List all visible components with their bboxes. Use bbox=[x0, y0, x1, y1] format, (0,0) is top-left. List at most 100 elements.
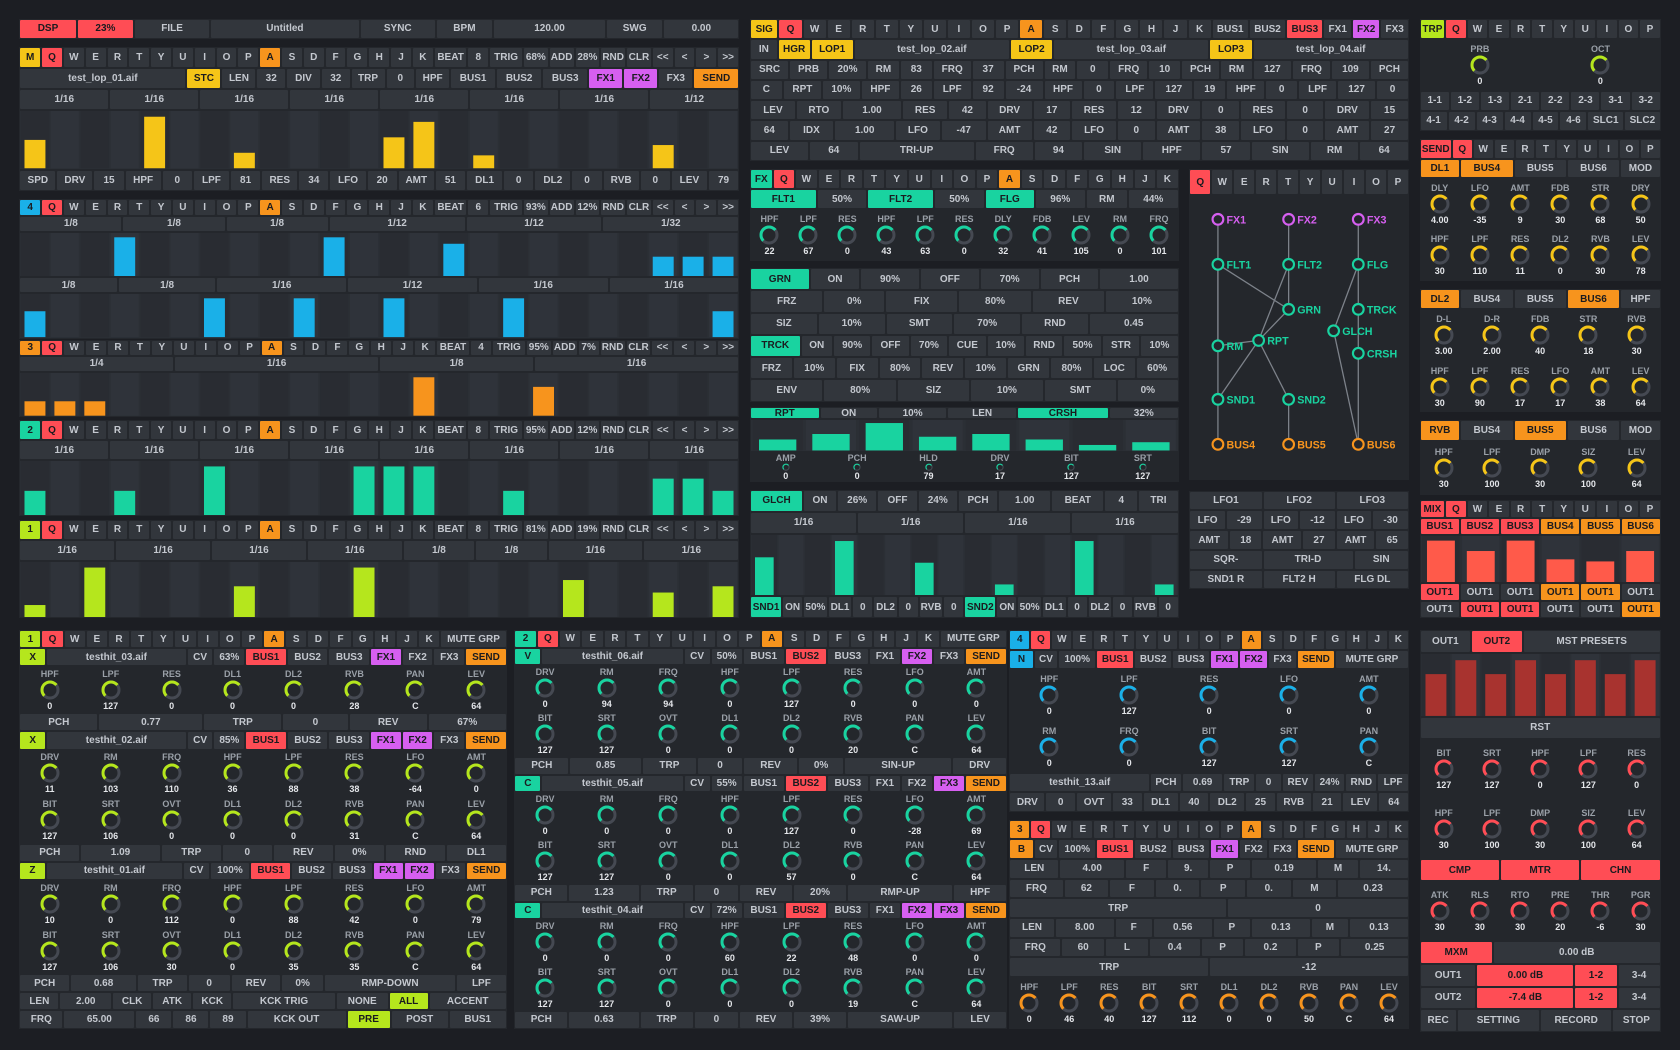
knob[interactable]: OVT 0 bbox=[639, 966, 699, 1010]
button[interactable]: LEV bbox=[671, 170, 707, 190]
button[interactable]: MOD bbox=[1621, 159, 1660, 178]
button[interactable]: STC bbox=[187, 69, 221, 89]
button[interactable]: BUS3 bbox=[827, 902, 868, 919]
knob[interactable]: OVT 0 bbox=[639, 839, 699, 883]
button[interactable]: REV bbox=[273, 844, 333, 861]
button[interactable]: FIX bbox=[836, 358, 878, 379]
button[interactable]: DL2 bbox=[1088, 597, 1112, 618]
knob[interactable]: DL2 35 bbox=[264, 928, 323, 973]
button[interactable]: A bbox=[1241, 820, 1261, 839]
button[interactable]: 1-2 bbox=[1575, 964, 1617, 986]
button[interactable]: I bbox=[931, 170, 953, 189]
button[interactable]: Q bbox=[1446, 20, 1466, 39]
button[interactable]: 64 bbox=[1360, 141, 1408, 160]
button[interactable]: 32% bbox=[1110, 408, 1178, 419]
knob[interactable]: FRQ 94 bbox=[639, 666, 699, 710]
button[interactable]: RND bbox=[601, 520, 626, 540]
button[interactable]: SEND bbox=[1420, 140, 1451, 158]
knob[interactable]: PAN C bbox=[386, 928, 445, 973]
button[interactable]: 80% bbox=[1051, 358, 1092, 379]
button[interactable]: PCH bbox=[1370, 60, 1408, 79]
button[interactable]: BUS2 bbox=[287, 732, 328, 749]
button[interactable]: Y bbox=[649, 631, 671, 647]
button[interactable]: 15 bbox=[94, 170, 124, 190]
button[interactable]: 1/16 bbox=[380, 441, 469, 460]
button[interactable]: CUE bbox=[949, 335, 986, 357]
button[interactable]: LFO bbox=[1190, 511, 1225, 530]
button[interactable]: 0 bbox=[1228, 899, 1408, 917]
button[interactable]: I bbox=[1344, 170, 1365, 194]
button[interactable]: FX3 bbox=[934, 648, 965, 665]
button[interactable]: E bbox=[1234, 170, 1255, 194]
button[interactable]: STR bbox=[1102, 335, 1140, 357]
knob[interactable]: HPF 30 bbox=[1421, 442, 1467, 494]
button[interactable]: CRSH bbox=[1017, 408, 1108, 419]
button[interactable]: 64 bbox=[1379, 793, 1408, 812]
button[interactable]: B bbox=[1010, 840, 1033, 858]
button[interactable]: ON bbox=[801, 335, 832, 357]
step-bar[interactable] bbox=[24, 140, 46, 169]
knob[interactable]: SRT 127 bbox=[577, 839, 637, 883]
button[interactable]: 1/16 bbox=[110, 441, 199, 460]
button[interactable]: 0 bbox=[283, 714, 348, 731]
button[interactable]: SEND bbox=[1298, 840, 1334, 858]
button[interactable]: 12 bbox=[1118, 101, 1155, 120]
step-bar[interactable] bbox=[1506, 540, 1535, 583]
button[interactable]: BUS1 bbox=[743, 648, 784, 665]
button[interactable]: 1/16 bbox=[560, 441, 649, 460]
knob[interactable]: RES 0 bbox=[823, 793, 883, 837]
button[interactable]: D bbox=[308, 631, 329, 648]
button[interactable]: > bbox=[696, 520, 717, 540]
button[interactable]: REV bbox=[231, 975, 281, 992]
button[interactable]: FX2 bbox=[1240, 650, 1268, 669]
button[interactable]: FX3 bbox=[1269, 650, 1297, 669]
button[interactable]: HPF bbox=[125, 170, 161, 190]
button[interactable]: RMP-DOWN bbox=[324, 975, 455, 992]
button[interactable]: LPF bbox=[1378, 773, 1408, 792]
button[interactable]: RES bbox=[903, 101, 948, 120]
button[interactable]: SMT bbox=[1044, 380, 1117, 401]
step-bar[interactable] bbox=[443, 243, 465, 277]
button[interactable]: S bbox=[282, 421, 302, 440]
button[interactable]: LFO1 bbox=[1190, 491, 1262, 510]
button[interactable]: 0% bbox=[824, 291, 884, 312]
button[interactable]: 90% bbox=[833, 335, 871, 357]
knob[interactable]: STR 18 bbox=[1565, 310, 1611, 360]
knob[interactable]: LPF 110 bbox=[1461, 231, 1499, 280]
button[interactable]: -12 bbox=[1210, 958, 1408, 977]
button[interactable]: D bbox=[303, 48, 324, 68]
button[interactable]: GLCH bbox=[751, 490, 803, 511]
button[interactable]: F bbox=[327, 340, 348, 355]
button[interactable]: RM bbox=[1086, 190, 1128, 209]
knob[interactable]: RVB 0 bbox=[823, 839, 883, 883]
button[interactable]: 0 bbox=[1113, 597, 1133, 618]
knob[interactable]: HPF 22 bbox=[751, 210, 788, 260]
button[interactable]: P bbox=[241, 631, 262, 648]
button[interactable]: SEND bbox=[966, 775, 1007, 792]
button[interactable]: 0.4 bbox=[1149, 938, 1200, 957]
button[interactable]: FX2 bbox=[1352, 20, 1380, 39]
step-bar[interactable] bbox=[204, 298, 226, 338]
button[interactable]: -24 bbox=[1005, 80, 1043, 100]
button[interactable]: O bbox=[1199, 631, 1219, 649]
button[interactable]: 100% bbox=[1059, 840, 1096, 858]
button[interactable]: RPT bbox=[751, 408, 819, 419]
button[interactable]: 1/16 bbox=[174, 356, 379, 372]
button[interactable]: 94 bbox=[1034, 141, 1083, 160]
knob[interactable]: LPF 63 bbox=[907, 210, 944, 260]
knob[interactable]: PAN C bbox=[885, 839, 945, 883]
button[interactable]: 27 bbox=[1303, 531, 1335, 549]
button[interactable]: BEAT bbox=[434, 421, 467, 440]
button[interactable]: DRV bbox=[1010, 793, 1045, 812]
button[interactable]: CLR bbox=[626, 340, 651, 355]
button[interactable]: DL2 bbox=[535, 170, 571, 190]
button[interactable]: O bbox=[1199, 820, 1219, 839]
button[interactable]: 0 bbox=[1202, 101, 1239, 120]
button[interactable]: R bbox=[107, 200, 128, 215]
knob[interactable]: DL2 0 bbox=[264, 798, 323, 843]
button[interactable]: FX2 bbox=[404, 862, 434, 879]
button[interactable]: 1-2 bbox=[1575, 987, 1617, 1009]
button[interactable]: 1/16 bbox=[858, 512, 964, 533]
knob[interactable]: RM 0 bbox=[577, 920, 637, 964]
button[interactable]: A bbox=[261, 340, 282, 355]
